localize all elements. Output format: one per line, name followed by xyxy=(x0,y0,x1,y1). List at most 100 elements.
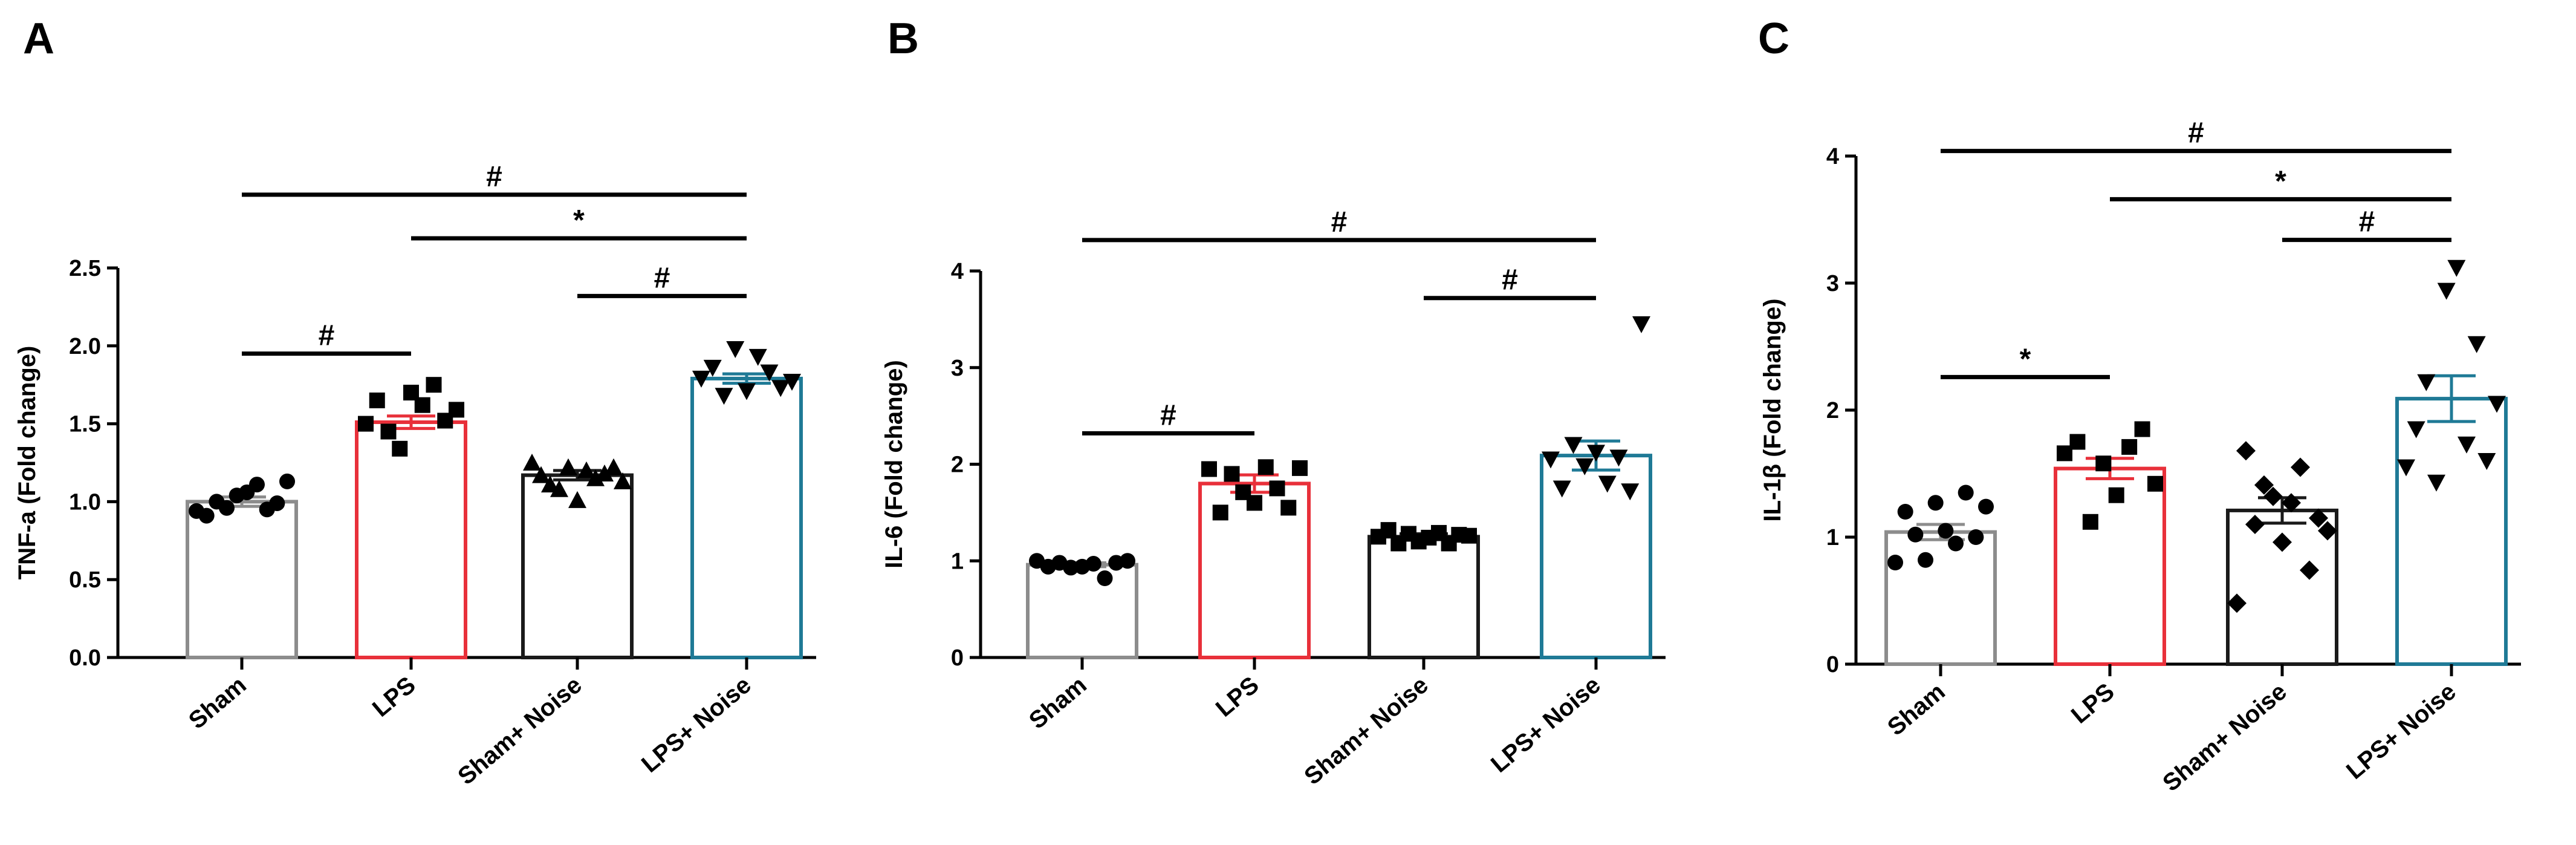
significance-label: # xyxy=(2359,206,2375,238)
data-point xyxy=(1085,556,1101,572)
data-point xyxy=(1280,500,1297,516)
data-point xyxy=(2263,486,2283,506)
data-point xyxy=(726,341,745,358)
panel-letter: A xyxy=(23,15,54,63)
chart-panel-b: B 0 1 2 3 4 IL-6 (Fold change) Sham LPS Sham+ Noi… xyxy=(881,15,1666,790)
data-point xyxy=(559,458,577,475)
data-point xyxy=(2477,453,2496,470)
data-point xyxy=(1621,483,1640,501)
data-point xyxy=(1938,523,1954,539)
y-axis-label: IL-1β (Fold change) xyxy=(1759,299,1786,522)
bar xyxy=(1367,535,1480,659)
data-point xyxy=(269,495,285,511)
chart-panel-a: A 0.0 0.5 1.0 1.5 2.0 2.5 TNF-a (Fold change) Sh… xyxy=(14,15,816,790)
x-tick-label: LPS+ Noise xyxy=(1486,671,1606,778)
data-point xyxy=(1632,316,1650,333)
data-point xyxy=(2245,515,2265,534)
data-point xyxy=(1918,552,1933,568)
x-tick-label: LPS+ Noise xyxy=(637,671,756,778)
data-point xyxy=(2082,514,2098,530)
data-point xyxy=(2447,259,2466,277)
y-tick-label: 2.5 xyxy=(69,256,101,281)
data-point xyxy=(748,348,767,366)
data-point xyxy=(2121,439,2138,455)
data-point xyxy=(1201,461,1217,477)
data-point xyxy=(380,423,397,440)
data-point xyxy=(586,469,605,486)
data-point xyxy=(219,500,235,516)
y-tick-label: 3 xyxy=(951,356,964,381)
data-point xyxy=(715,388,733,405)
y-tick-label: 1 xyxy=(951,549,964,574)
data-point xyxy=(692,370,710,388)
y-axis-label: TNF-a (Fold change) xyxy=(14,346,41,580)
data-point xyxy=(2309,508,2328,528)
data-point xyxy=(605,458,623,475)
y-tick-label: 4 xyxy=(1826,144,1839,169)
data-point xyxy=(2134,421,2150,437)
data-point xyxy=(1978,498,1994,515)
data-point xyxy=(2417,374,2436,391)
data-point xyxy=(2236,441,2256,461)
data-point xyxy=(2254,475,2274,495)
data-point xyxy=(523,454,541,471)
data-point xyxy=(2437,282,2456,300)
significance-label: # xyxy=(1331,206,1348,238)
y-tick-label: 4 xyxy=(951,259,964,284)
data-point xyxy=(1575,458,1594,475)
chart-panel-c: C 0 1 2 3 4 IL-1β (Fold change) Sham LPS Sham+ No… xyxy=(1758,15,2521,797)
significance-label: # xyxy=(1502,264,1518,296)
data-point xyxy=(541,475,559,493)
data-point xyxy=(2291,457,2310,477)
data-point xyxy=(771,380,790,397)
data-point xyxy=(2397,459,2415,477)
data-point xyxy=(279,473,295,489)
y-tick-label: 3 xyxy=(1826,271,1839,296)
data-point xyxy=(760,364,779,382)
bar xyxy=(690,376,803,659)
data-point xyxy=(1224,466,1240,482)
significance-label: # xyxy=(319,320,335,352)
data-point xyxy=(2095,455,2112,472)
data-point xyxy=(414,397,430,413)
y-tick-label: 0.5 xyxy=(69,567,101,593)
data-point xyxy=(550,480,568,497)
data-point xyxy=(1552,480,1571,498)
data-point xyxy=(595,465,614,482)
x-tick-label: Sham xyxy=(184,671,251,734)
data-point xyxy=(1927,495,1944,511)
data-point xyxy=(2427,474,2445,492)
data-point xyxy=(1257,459,1274,475)
y-tick-label: 1.5 xyxy=(69,412,101,437)
y-tick-label: 0.0 xyxy=(69,645,101,671)
data-point xyxy=(2318,521,2337,541)
bar xyxy=(355,420,467,659)
x-tick-label: LPS xyxy=(368,671,421,722)
data-point xyxy=(2407,421,2425,439)
data-point xyxy=(568,491,586,508)
significance-label: # xyxy=(654,262,670,294)
x-tick-label: Sham+ Noise xyxy=(1299,671,1433,790)
data-point xyxy=(2273,532,2292,552)
data-point xyxy=(1063,560,1079,576)
bar xyxy=(186,500,298,660)
x-tick-label: Sham+ Noise xyxy=(453,671,587,790)
data-point xyxy=(1958,484,1974,501)
data-point xyxy=(2467,336,2486,353)
x-tick-label: Sham xyxy=(1883,678,1950,741)
significance-label: # xyxy=(2188,117,2204,149)
data-point xyxy=(1269,480,1285,497)
data-point xyxy=(2069,434,2086,450)
data-point xyxy=(1247,495,1262,511)
data-point xyxy=(1380,522,1397,538)
data-point xyxy=(1212,504,1228,521)
significance-label: * xyxy=(2275,165,2286,197)
data-point xyxy=(1461,527,1477,544)
data-point xyxy=(2108,487,2124,503)
data-point xyxy=(358,416,374,432)
panel-letter: B xyxy=(887,15,919,63)
data-point xyxy=(783,374,801,391)
x-tick-label: LPS xyxy=(1211,671,1264,722)
y-tick-label: 2 xyxy=(951,452,964,478)
